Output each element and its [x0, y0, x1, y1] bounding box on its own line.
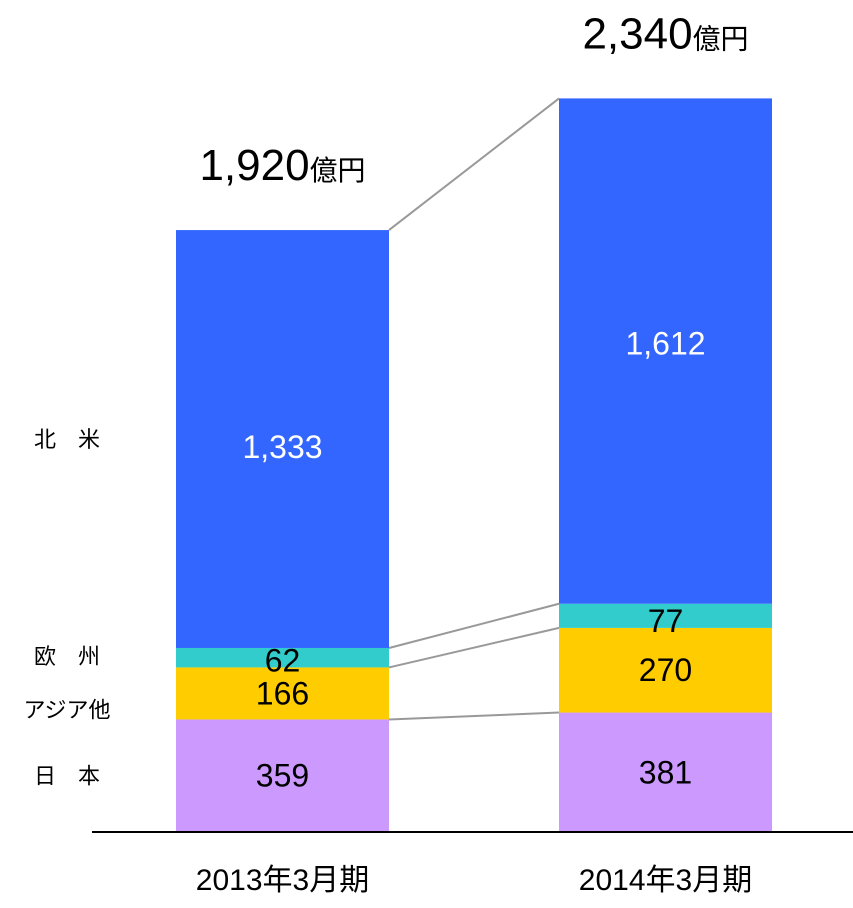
- category-label: 2013年3月期: [196, 864, 369, 897]
- segment-value-label: 166: [256, 675, 309, 711]
- total-label: 1,920億円: [199, 141, 365, 190]
- segment-value-label: 1,612: [625, 325, 705, 361]
- segment-value-label: 270: [639, 652, 692, 688]
- bar-segment: [559, 603, 772, 628]
- bar-segment: [559, 712, 772, 832]
- region-label: 北 米: [34, 427, 100, 452]
- connector-line: [388, 626, 560, 669]
- bar-segment: [176, 647, 389, 668]
- segment-value-label: 62: [265, 642, 301, 678]
- bar-segment: [559, 627, 772, 713]
- bar-segment: [176, 719, 389, 832]
- segment-value-label: 359: [256, 758, 309, 794]
- bar-segment: [559, 98, 772, 604]
- bar-segment: [176, 230, 389, 648]
- total-label: 2,340億円: [582, 9, 748, 58]
- connector-line: [388, 711, 560, 721]
- region-label: アジア他: [23, 697, 110, 722]
- segment-value-label: 1,333: [242, 429, 322, 465]
- total-labels: 1,920億円 2,340億円: [199, 9, 748, 190]
- category-labels: 2013年3月期 2014年3月期: [196, 864, 752, 897]
- region-label: 欧 州: [34, 644, 100, 669]
- connector-line: [388, 602, 560, 649]
- bars: [176, 98, 772, 832]
- category-label: 2014年3月期: [579, 864, 752, 897]
- connector-line: [388, 97, 560, 231]
- segment-value-label: 381: [639, 754, 692, 790]
- region-labels: 日 本 アジア他 欧 州 北 米: [23, 427, 110, 789]
- bar-segment: [176, 667, 389, 720]
- region-label: 日 本: [34, 764, 100, 789]
- segment-value-label: 77: [648, 603, 684, 639]
- connector-lines: [388, 97, 560, 721]
